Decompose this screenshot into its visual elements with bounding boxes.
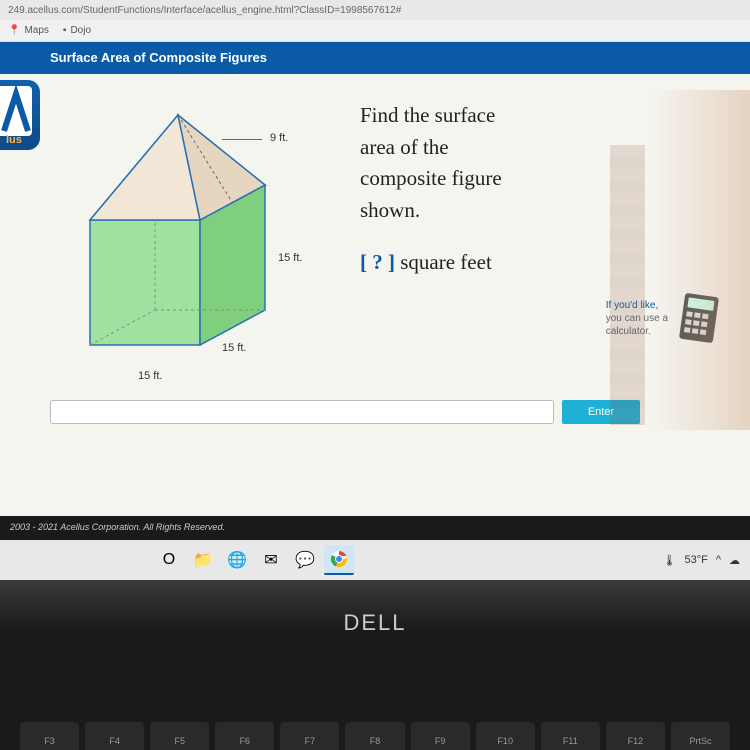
lesson-header: Surface Area of Composite Figures [0,42,750,74]
explorer-icon[interactable]: 📁 [188,545,218,575]
dojo-icon: ▪ [63,25,67,36]
url-bar[interactable]: 249.acellus.com/StudentFunctions/Interfa… [0,0,750,20]
label-width: 15 ft. [138,370,162,382]
messenger-icon[interactable]: 💬 [290,545,320,575]
copyright-text: 2003 - 2021 Acellus Corporation. All Rig… [10,522,225,532]
bookmark-label: Maps [24,25,48,36]
bookmark-label: Dojo [70,25,91,36]
pin-icon: 📍 [8,25,20,36]
chrome-icon[interactable] [324,545,354,575]
q-line: Find the surface [360,100,720,132]
answer-input[interactable] [50,400,554,424]
fn-key: F3 [20,722,79,750]
copyright-footer: 2003 - 2021 Acellus Corporation. All Rig… [0,516,750,540]
q-line: shown. [360,195,720,227]
q-line: composite figure [360,163,720,195]
fn-key: F5 [150,722,209,750]
fn-key: F10 [476,722,535,750]
temperature[interactable]: 53°F [684,554,707,566]
answer-unit: square feet [400,250,492,274]
lesson-title: Surface Area of Composite Figures [50,50,267,65]
fn-key: F11 [541,722,600,750]
calculator-hint: If you'd like, you can use a calculator. [606,299,668,338]
dell-logo: DELL [0,580,750,636]
acellus-logo-icon [0,86,32,136]
tray-chevron-icon[interactable]: ^ [716,554,721,566]
answer-prompt: [ ? ] square feet [360,250,720,275]
composite-figure: 9 ft. 15 ft. 15 ft. 15 ft. [50,100,340,395]
edge-icon[interactable]: 🌐 [222,545,252,575]
calc-line: If you'd like, [606,299,668,312]
fn-key: F12 [606,722,665,750]
figure-svg [50,100,340,390]
question-panel: Find the surface area of the composite f… [360,100,720,395]
label-slant-height: 9 ft. [270,132,288,144]
bookmark-maps[interactable]: 📍 Maps [8,25,49,36]
answer-placeholder: [ ? ] [360,250,395,275]
cortana-icon[interactable]: O [154,545,184,575]
url-text: 249.acellus.com/StudentFunctions/Interfa… [8,5,401,16]
tab-label: lus [6,134,22,146]
onedrive-icon[interactable]: ☁ [729,554,740,567]
function-keys: F3 F4 F5 F6 F7 F8 F9 F10 F11 F12 PrtSc [0,722,750,750]
calc-line: calculator. [606,325,668,338]
fn-key: F4 [85,722,144,750]
bookmarks-bar: 📍 Maps ▪ Dojo [0,20,750,42]
q-line: area of the [360,132,720,164]
fn-key: F8 [345,722,404,750]
windows-taskbar: O 📁 🌐 ✉ 💬 🌡 53°F ^ ☁ [0,540,750,580]
question-text: Find the surface area of the composite f… [360,100,720,226]
laptop-body: DELL F3 F4 F5 F6 F7 F8 F9 F10 F11 F12 Pr… [0,580,750,750]
calc-line: you can use a [606,312,668,325]
fn-key: F9 [411,722,470,750]
calculator-icon[interactable] [678,293,720,343]
fn-key: F7 [280,722,339,750]
label-depth: 15 ft. [222,342,246,354]
acellus-tab[interactable]: lus [0,80,40,150]
answer-row: Enter [50,400,640,424]
mail-icon[interactable]: ✉ [256,545,286,575]
label-height: 15 ft. [278,252,302,264]
weather-icon[interactable]: 🌡 [663,554,677,567]
enter-button[interactable]: Enter [562,400,640,424]
fn-key: PrtSc [671,722,730,750]
bookmark-dojo[interactable]: ▪ Dojo [63,25,91,36]
fn-key: F6 [215,722,274,750]
